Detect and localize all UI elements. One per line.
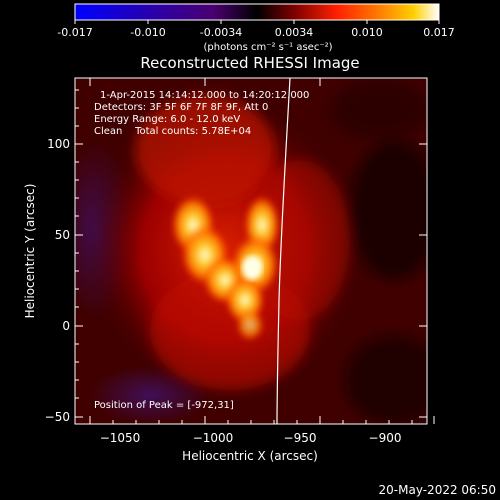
y-tick-label: 0 (62, 319, 70, 333)
render-timestamp: 20-May-2022 06:50 (379, 483, 496, 497)
colorbar-tick-label: -0.010 (130, 26, 165, 39)
colorbar-tick-label: -0.017 (57, 26, 92, 39)
info-energy-range: Energy Range: 6.0 - 12.0 keV (94, 114, 240, 125)
x-tick-label: −1050 (100, 431, 141, 445)
y-axis-label: Heliocentric Y (arcsec) (23, 184, 37, 319)
plot-title: Reconstructed RHESSI Image (140, 54, 359, 72)
colorbar-tick-label: 0.0034 (275, 26, 314, 39)
colorbar-tick-label: -0.0034 (200, 26, 242, 39)
y-tick-label: −50 (45, 410, 70, 424)
x-tick-label: −1000 (193, 431, 234, 445)
x-axis-label: Heliocentric X (arcsec) (182, 449, 318, 463)
info-clean-counts: Clean Total counts: 5.78E+04 (94, 126, 251, 137)
x-tick-label: −900 (369, 431, 402, 445)
info-time-range: 1-Apr-2015 14:14:12.000 to 14:20:12.000 (100, 90, 309, 101)
y-tick-label: 100 (47, 137, 70, 151)
x-tick-label: −950 (284, 431, 317, 445)
info-detectors: Detectors: 3F 5F 6F 7F 8F 9F, Att 0 (94, 102, 268, 113)
info-peak-position: Position of Peak = [-972,31] (94, 400, 234, 411)
colorbar-tick-label: 0.010 (351, 26, 383, 39)
y-axis-ticks (75, 89, 427, 418)
y-tick-label: 50 (55, 228, 70, 242)
colorbar (74, 3, 440, 21)
colorbar-tick-label: 0.017 (423, 26, 455, 39)
rhessi-image (75, 78, 427, 424)
solar-limb-line (276, 78, 291, 424)
x-axis-ticks (89, 78, 435, 424)
colorbar-ticks (74, 20, 440, 24)
colorbar-unit-label: (photons cm⁻² s⁻¹ asec⁻²) (203, 42, 332, 53)
